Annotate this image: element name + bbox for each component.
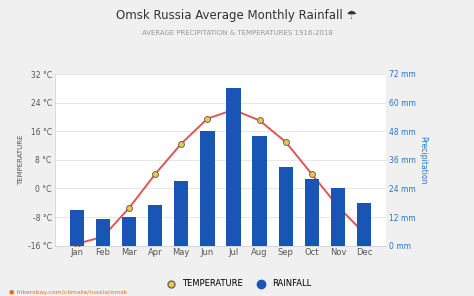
Bar xyxy=(148,205,162,246)
Text: ● hikersbay.com/climate/russia/omsk: ● hikersbay.com/climate/russia/omsk xyxy=(9,289,128,295)
Bar xyxy=(174,181,189,246)
Bar xyxy=(122,217,136,246)
Y-axis label: Precipitation: Precipitation xyxy=(418,136,427,184)
Bar xyxy=(96,219,110,246)
Bar xyxy=(252,136,267,246)
Point xyxy=(151,172,159,176)
Bar xyxy=(357,203,371,246)
Point xyxy=(282,140,290,144)
Legend: TEMPERATURE, RAINFALL: TEMPERATURE, RAINFALL xyxy=(159,276,315,292)
Bar xyxy=(226,88,241,246)
Point xyxy=(360,231,368,236)
Bar xyxy=(305,179,319,246)
Point xyxy=(73,242,81,246)
Point xyxy=(334,204,342,209)
Text: AVERAGE PRECIPITATION & TEMPERATURES 1916-2018: AVERAGE PRECIPITATION & TEMPERATURES 191… xyxy=(142,30,332,36)
Point xyxy=(256,118,264,123)
Point xyxy=(125,206,133,210)
Text: Omsk Russia Average Monthly Rainfall ☂: Omsk Russia Average Monthly Rainfall ☂ xyxy=(117,9,357,22)
Bar xyxy=(331,189,345,246)
Point xyxy=(308,172,316,176)
Y-axis label: TEMPERATURE: TEMPERATURE xyxy=(18,135,24,185)
Bar xyxy=(200,131,215,246)
Point xyxy=(230,107,237,112)
Bar xyxy=(70,210,84,246)
Point xyxy=(203,116,211,121)
Point xyxy=(99,234,107,239)
Point xyxy=(177,141,185,146)
Bar xyxy=(279,167,293,246)
